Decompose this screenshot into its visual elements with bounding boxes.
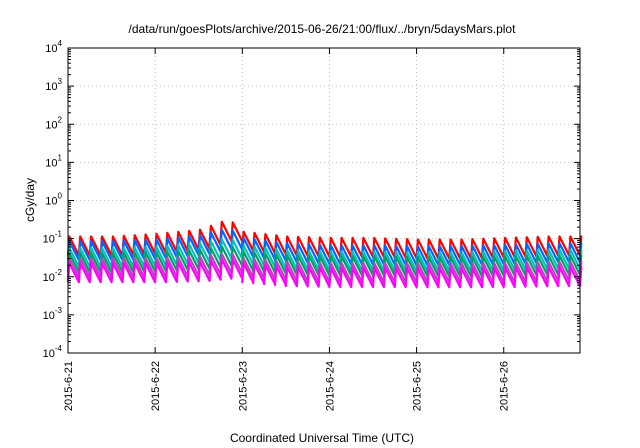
x-tick-label: 2015-6-24 [324, 361, 336, 411]
grid [68, 48, 580, 353]
y-tick-label: 102 [45, 115, 62, 131]
y-tick-label: 10-1 [43, 230, 63, 246]
x-tick-label: 2015-6-26 [499, 361, 511, 411]
y-tick-label: 10-4 [43, 344, 63, 360]
x-axis-label: Coordinated Universal Time (UTC) [230, 431, 414, 445]
y-tick-label: 10-2 [43, 268, 63, 284]
x-tick-label: 2015-6-22 [150, 361, 162, 411]
x-axis: 2015-6-21 2015-6-22 2015-6-23 2015-6-24 2015… [63, 48, 511, 411]
x-tick-label: 2015-6-21 [63, 361, 75, 411]
y-tick-label: 104 [45, 39, 62, 55]
x-tick-label: 2015-6-25 [412, 361, 424, 411]
x-tick-label: 2015-6-23 [237, 361, 249, 411]
chart-title: /data/run/goesPlots/archive/2015-06-26/2… [129, 22, 517, 36]
y-tick-label: 100 [45, 192, 62, 208]
series-lines [66, 220, 583, 289]
series-line-6 [66, 258, 583, 289]
y-axis: 10-4 10-3 10-2 10-1 100 101 102 103 104 [43, 39, 580, 360]
y-tick-label: 101 [45, 153, 62, 169]
y-tick-label: 103 [45, 77, 62, 93]
y-tick-label: 10-3 [43, 306, 63, 322]
y-axis-label: cGy/day [23, 178, 37, 222]
